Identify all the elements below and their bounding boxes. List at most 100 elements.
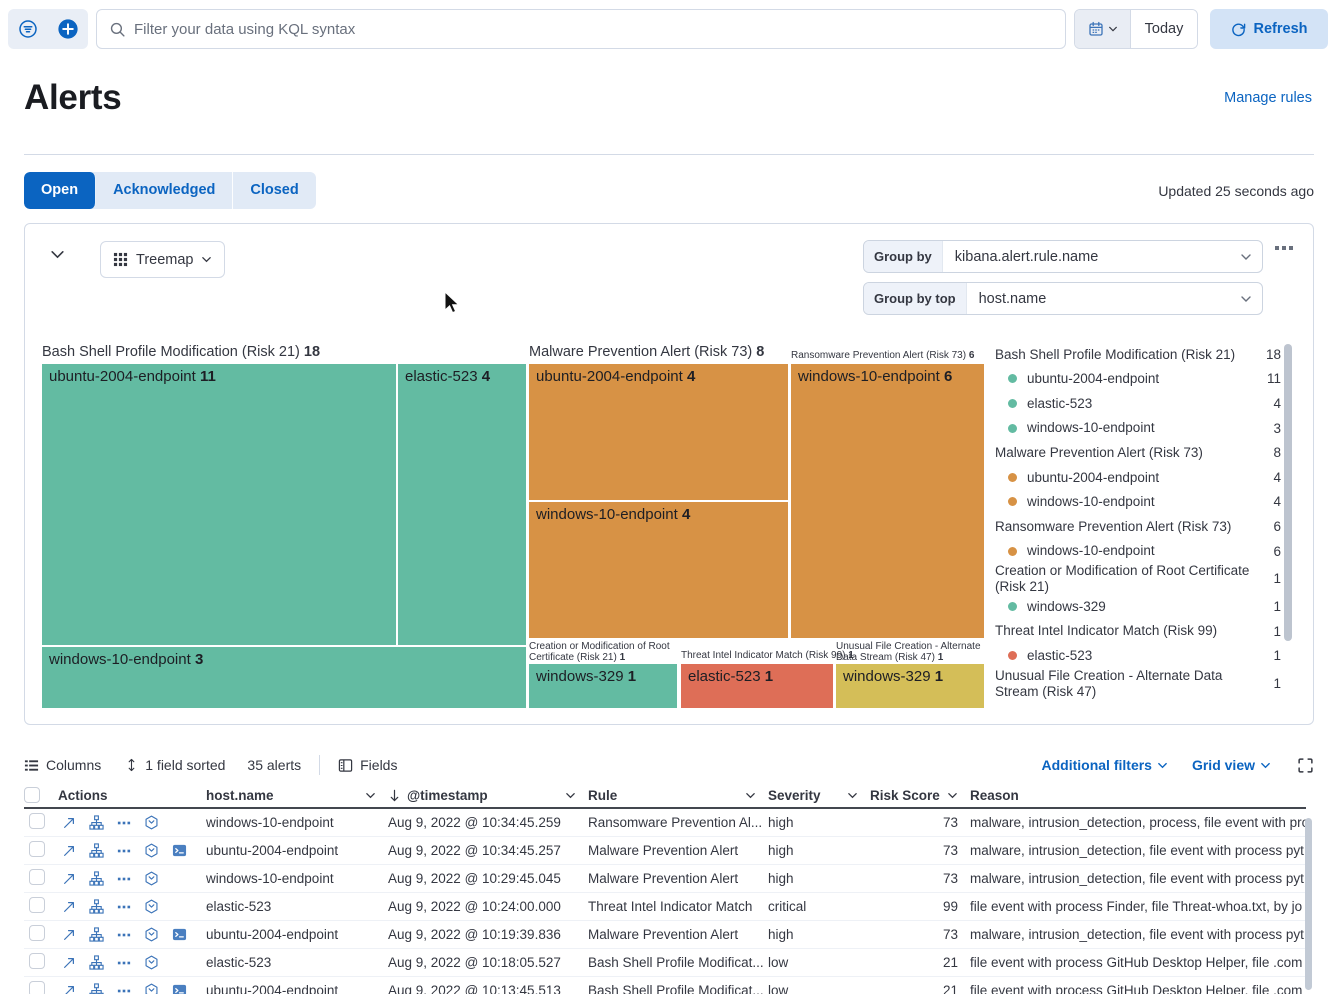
expand-alert-button[interactable]: [62, 956, 76, 970]
group-by-top-select[interactable]: Group by top host.name: [863, 282, 1263, 315]
cell-rule[interactable]: Ransomware Prevention Al...: [588, 815, 763, 830]
legend-item[interactable]: windows-10-endpoint 3: [995, 416, 1281, 441]
grid-view-button[interactable]: Grid view: [1192, 757, 1271, 773]
legend-scrollbar[interactable]: [1284, 344, 1292, 641]
row-actions: [58, 815, 206, 830]
fullscreen-button[interactable]: [1297, 757, 1314, 774]
treemap-tile[interactable]: elastic-523 4: [398, 364, 526, 645]
expand-alert-button[interactable]: [62, 984, 76, 994]
analyze-event-button[interactable]: [89, 871, 104, 886]
more-actions-button[interactable]: [117, 984, 131, 994]
more-actions-button[interactable]: [117, 900, 131, 914]
legend-group[interactable]: Threat Intel Indicator Match (Risk 99) 1: [995, 623, 1281, 639]
saved-query-menu-button[interactable]: [8, 9, 48, 49]
row-checkbox[interactable]: [29, 981, 45, 994]
row-checkbox[interactable]: [29, 869, 45, 885]
legend-item[interactable]: elastic-523 4: [995, 391, 1281, 416]
today-button[interactable]: Today: [1131, 10, 1197, 48]
add-filter-button[interactable]: [48, 9, 88, 49]
refresh-button[interactable]: Refresh: [1210, 9, 1328, 49]
treemap-tile[interactable]: windows-329 1: [836, 664, 984, 708]
treemap-tile[interactable]: windows-10-endpoint 6: [791, 364, 984, 638]
treemap-tile[interactable]: ubuntu-2004-endpoint 11: [42, 364, 396, 645]
more-actions-button[interactable]: [117, 928, 131, 942]
expand-alert-button[interactable]: [62, 872, 76, 886]
analyze-event-button[interactable]: [89, 815, 104, 830]
columns-button[interactable]: Columns: [24, 757, 101, 773]
analyze-event-button[interactable]: [89, 899, 104, 914]
fields-button[interactable]: Fields: [338, 757, 397, 773]
cell-rule[interactable]: Malware Prevention Alert: [588, 843, 739, 858]
cell-rule[interactable]: Bash Shell Profile Modificat...: [588, 955, 764, 970]
investigate-in-timeline-button[interactable]: [144, 955, 159, 970]
additional-filters-button[interactable]: Additional filters: [1042, 757, 1168, 773]
open-session-view-button[interactable]: [172, 983, 187, 994]
more-actions-button[interactable]: [117, 872, 131, 886]
legend-group[interactable]: Creation or Modification of Root Certifi…: [995, 563, 1281, 594]
more-actions-button[interactable]: [117, 844, 131, 858]
expand-alert-button[interactable]: [62, 844, 76, 858]
analyze-event-button[interactable]: [89, 843, 104, 858]
column-header-risk-score[interactable]: Risk Score: [870, 783, 970, 807]
analyze-event-button[interactable]: [89, 955, 104, 970]
column-header-rule[interactable]: Rule: [588, 783, 768, 807]
legend-item[interactable]: windows-10-endpoint 4: [995, 490, 1281, 515]
kql-search-input[interactable]: [134, 20, 1053, 38]
legend-item[interactable]: elastic-523 1: [995, 644, 1281, 669]
group-by-select[interactable]: Group by kibana.alert.rule.name: [863, 240, 1263, 273]
legend-group[interactable]: Malware Prevention Alert (Risk 73) 8: [995, 444, 1281, 461]
legend-item[interactable]: ubuntu-2004-endpoint 4: [995, 465, 1281, 490]
chart-type-select[interactable]: Treemap: [100, 241, 226, 278]
date-picker-button[interactable]: [1075, 10, 1131, 48]
open-session-view-button[interactable]: [172, 843, 187, 858]
analyze-event-button[interactable]: [89, 983, 104, 994]
treemap-tile[interactable]: windows-10-endpoint 3: [42, 647, 526, 708]
manage-rules-link[interactable]: Manage rules: [1224, 90, 1312, 106]
column-header-host[interactable]: host.name: [206, 783, 388, 807]
cell-rule[interactable]: Threat Intel Indicator Match: [588, 899, 753, 914]
column-header-timestamp[interactable]: @timestamp: [388, 783, 588, 807]
investigate-in-timeline-button[interactable]: [144, 927, 159, 942]
more-actions-button[interactable]: [117, 956, 131, 970]
investigate-in-timeline-button[interactable]: [144, 843, 159, 858]
legend-item[interactable]: windows-329 1: [995, 594, 1281, 619]
investigate-in-timeline-button[interactable]: [144, 983, 159, 994]
tab-acknowledged[interactable]: Acknowledged: [96, 172, 234, 209]
row-checkbox[interactable]: [29, 953, 45, 969]
table-scrollbar[interactable]: [1305, 818, 1312, 990]
cell-rule[interactable]: Malware Prevention Alert: [588, 927, 739, 942]
column-header-severity[interactable]: Severity: [768, 783, 870, 807]
treemap-tile[interactable]: windows-10-endpoint 4: [529, 502, 788, 638]
expand-alert-button[interactable]: [62, 900, 76, 914]
analyze-event-button[interactable]: [89, 927, 104, 942]
row-checkbox[interactable]: [29, 813, 45, 829]
row-checkbox[interactable]: [29, 925, 45, 941]
sort-fields-button[interactable]: 1 field sorted: [125, 757, 225, 773]
panel-options-button[interactable]: [1275, 246, 1293, 250]
legend-group[interactable]: Unusual File Creation - Alternate Data S…: [995, 668, 1281, 699]
legend-group[interactable]: Bash Shell Profile Modification (Risk 21…: [995, 346, 1281, 362]
investigate-in-timeline-button[interactable]: [144, 899, 159, 914]
cell-rule[interactable]: Malware Prevention Alert: [588, 871, 739, 886]
expand-alert-button[interactable]: [62, 928, 76, 942]
tab-open[interactable]: Open: [24, 172, 97, 209]
treemap-tile[interactable]: elastic-523 1: [681, 664, 833, 708]
legend-item[interactable]: windows-10-endpoint 6: [995, 539, 1281, 564]
select-all-checkbox[interactable]: [24, 787, 40, 803]
cell-rule[interactable]: Bash Shell Profile Modificat...: [588, 983, 764, 994]
more-actions-button[interactable]: [117, 816, 131, 830]
tab-closed[interactable]: Closed: [250, 182, 299, 198]
cell-risk-score: 99: [942, 899, 958, 914]
treemap-tile[interactable]: windows-329 1: [529, 664, 677, 708]
legend-group[interactable]: Ransomware Prevention Alert (Risk 73) 6: [995, 518, 1281, 534]
expand-alert-button[interactable]: [62, 816, 76, 830]
investigate-in-timeline-button[interactable]: [144, 815, 159, 830]
investigate-in-timeline-button[interactable]: [144, 871, 159, 886]
row-checkbox[interactable]: [29, 897, 45, 913]
toolbar-divider: [319, 755, 321, 775]
legend-item[interactable]: ubuntu-2004-endpoint 11: [995, 367, 1281, 392]
open-session-view-button[interactable]: [172, 927, 187, 942]
row-checkbox[interactable]: [29, 841, 45, 857]
treemap-tile[interactable]: ubuntu-2004-endpoint 4: [529, 364, 788, 500]
collapse-chart-button[interactable]: [49, 246, 66, 266]
